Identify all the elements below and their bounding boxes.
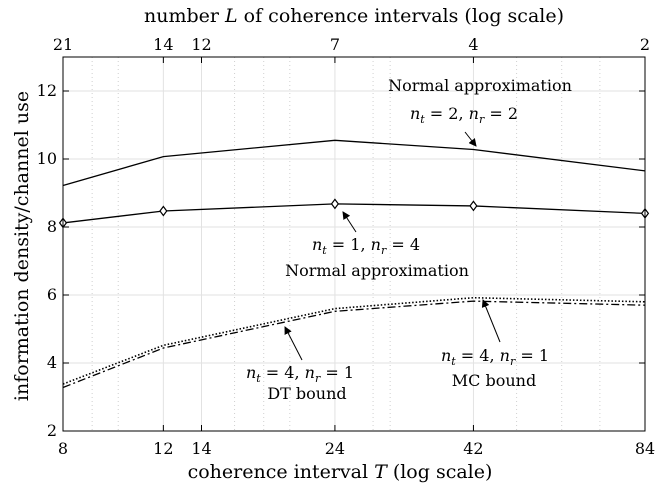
x-axis-label: coherence interval T (log scale) <box>188 461 493 483</box>
annotation-a2-arrow <box>342 211 357 233</box>
top-tick-label: 2 <box>640 35 650 54</box>
series-2-marker <box>159 205 168 217</box>
y-tick-label: 6 <box>47 285 57 304</box>
y-tick-label: 12 <box>37 81 57 100</box>
top-tick-label: 4 <box>468 35 478 54</box>
series-2-marker <box>469 200 478 212</box>
y-tick-label: 2 <box>47 421 57 440</box>
top-tick-label: 14 <box>153 35 173 54</box>
annotation-a4-arrow <box>481 299 501 343</box>
series-2-marker <box>330 198 340 210</box>
x-tick-label: 8 <box>58 439 68 458</box>
annotation-a3-line1: nt = 4, nr = 1 <box>246 363 354 385</box>
annotation-a3-arrow <box>284 326 303 361</box>
series-line-1 <box>62 139 646 187</box>
y-axis-label: information density/channel use <box>11 91 33 401</box>
top-tick-label: 21 <box>53 35 73 54</box>
x-tick-label: 84 <box>635 439 655 458</box>
annotation-a1-line2: nt = 2, nr = 2 <box>410 104 518 126</box>
y-tick-label: 4 <box>47 353 57 372</box>
series-line-3 <box>62 300 646 389</box>
annotation-a2-line2: Normal approximation <box>285 261 469 280</box>
plot-frame <box>62 56 646 432</box>
y-tick-label: 10 <box>37 149 57 168</box>
annotation-a1-line1: Normal approximation <box>388 76 572 95</box>
x-tick-label: 14 <box>191 439 211 458</box>
annotation-a1-arrow <box>464 131 477 147</box>
y-tick-label: 8 <box>47 217 57 236</box>
annotation-a3-line2: DT bound <box>267 384 346 403</box>
x-tick-label: 42 <box>463 439 483 458</box>
annotation-a2-line1: nt = 1, nr = 4 <box>312 235 420 257</box>
x-tick-label: 12 <box>153 439 173 458</box>
series-line-2 <box>62 203 646 224</box>
plot-area <box>58 139 650 389</box>
top-axis-label: number L of coherence intervals (log sca… <box>144 5 564 27</box>
top-tick-label: 7 <box>330 35 340 54</box>
x-tick-label: 24 <box>325 439 345 458</box>
annotation-a4-line1: nt = 4, nr = 1 <box>441 346 549 368</box>
annotation-a4-line2: MC bound <box>452 371 536 390</box>
top-tick-label: 12 <box>191 35 211 54</box>
